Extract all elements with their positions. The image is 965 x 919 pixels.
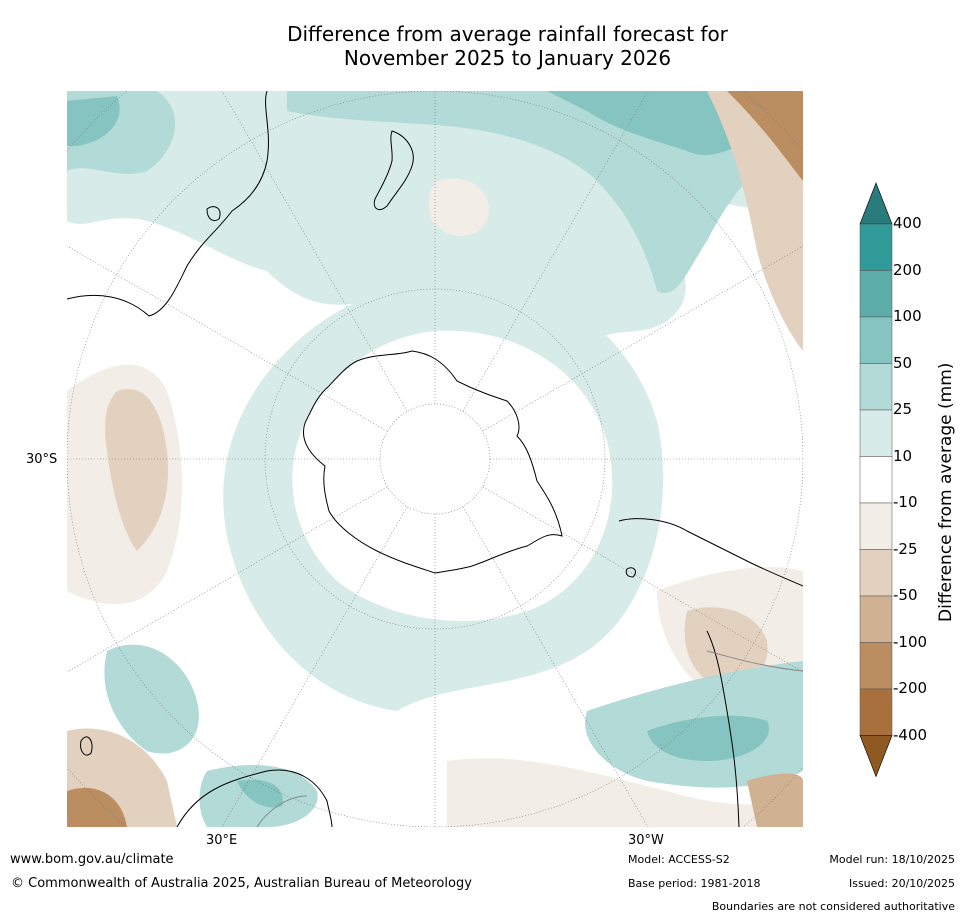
colorbar-tick-label: 25 — [893, 400, 913, 418]
colorbar-tick-label: -200 — [893, 679, 928, 697]
colorbar-swatch — [859, 642, 893, 690]
footer-url[interactable]: www.bom.gov.au/climate — [10, 852, 174, 867]
colorbar-tick-label: -400 — [893, 725, 928, 744]
chart-title: Difference from average rainfall forecas… — [0, 22, 965, 70]
dry-anomaly-west-core — [105, 389, 168, 551]
colorbar-swatch — [859, 456, 893, 504]
title-line-1: Difference from average rainfall forecas… — [287, 22, 728, 46]
colorbar-tick-label: -25 — [893, 539, 918, 558]
tasmania-coastline — [206, 206, 221, 222]
longitude-label-30e: 30°E — [206, 833, 238, 848]
colorbar-swatch — [859, 223, 893, 271]
footer-disclaimer: Boundaries are not considered authoritat… — [711, 900, 955, 913]
dry-anomaly-south-america-core — [684, 607, 768, 687]
wet-anomaly-nw-core — [67, 96, 120, 146]
country-borders — [256, 650, 803, 827]
colorbar-tick-label: 50 — [893, 353, 913, 372]
wet-anomaly-circumpolar — [223, 279, 664, 711]
border-africa — [256, 795, 308, 827]
wet-anomaly-north-strong — [547, 91, 757, 155]
wet-anomaly-south-africa-core — [237, 779, 283, 808]
colorbar-swatch — [859, 270, 893, 318]
colorbar-swatch — [859, 363, 893, 411]
colorbar-tick-label: 100 — [893, 307, 922, 325]
colorbar — [855, 180, 965, 790]
colorbar-tick-label: 400 — [893, 214, 922, 232]
footer-model-run: Model run: 18/10/2025 — [829, 853, 955, 866]
colorbar-swatch — [859, 595, 893, 643]
dry-anomaly-sw-core — [67, 787, 127, 827]
dry-anomaly-se-corner — [747, 773, 803, 827]
madagascar-coastline — [80, 736, 93, 756]
footer-model: Model: ACCESS-S2 — [628, 853, 730, 866]
latitude-label-30s: 30°S — [26, 452, 58, 467]
border-south-america — [706, 650, 803, 672]
colorbar-max-arrow — [859, 182, 893, 225]
wet-anomaly-sw — [104, 644, 199, 754]
south-america-coastline — [618, 518, 803, 587]
dry-anomaly-south — [447, 758, 803, 827]
wet-anomaly-se-core — [647, 715, 769, 761]
dry-anomaly-ne-core — [727, 91, 803, 181]
colorbar-min-arrow — [859, 735, 893, 778]
antarctica-coastline — [303, 350, 563, 574]
falklands-coastline — [625, 567, 636, 578]
new-zealand-coastline — [373, 130, 414, 210]
colorbar-swatch — [859, 549, 893, 597]
colorbar-svg — [859, 182, 893, 778]
colorbar-tick-label: -100 — [893, 632, 928, 651]
colorbar-swatch — [859, 409, 893, 457]
africa-coastline — [176, 769, 333, 827]
footer-copyright: © Commonwealth of Australia 2025, Austra… — [11, 876, 472, 891]
graticule — [67, 91, 803, 827]
map-canvas — [67, 91, 803, 827]
australia-coastline — [67, 91, 269, 317]
dry-anomaly-new-zealand — [428, 178, 489, 236]
colorbar-tick-label: 200 — [893, 260, 922, 279]
colorbar-title: Difference from average (mm) — [936, 362, 956, 622]
colorbar-tick-label: -50 — [893, 586, 918, 604]
dry-anomaly-ne — [707, 91, 803, 351]
colorbar-swatch — [859, 688, 893, 736]
colorbar-tick-label: -10 — [893, 493, 918, 511]
longitude-label-30w: 30°W — [628, 833, 664, 848]
colorbar-tick-label: 10 — [893, 446, 913, 465]
colorbar-swatch — [859, 502, 893, 550]
colorbar-swatch — [859, 316, 893, 364]
title-line-2: November 2025 to January 2026 — [343, 46, 672, 70]
rainfall-map[interactable] — [67, 91, 803, 827]
footer-issued: Issued: 20/10/2025 — [848, 877, 955, 890]
footer-base-period: Base period: 1981-2018 — [628, 877, 761, 890]
